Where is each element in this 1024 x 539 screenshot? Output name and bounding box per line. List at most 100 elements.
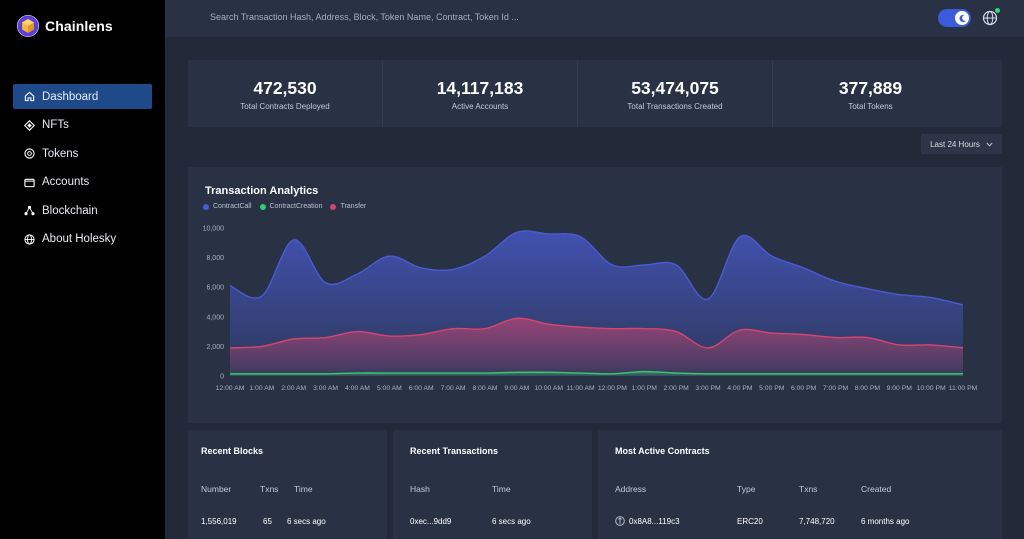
x-tick-label: 11:00 AM xyxy=(566,385,595,392)
x-tick-label: 9:00 PM xyxy=(887,385,913,392)
stat-value: 472,530 xyxy=(253,78,317,98)
stat-total-transactions: 53,474,075 Total Transactions Created xyxy=(578,60,773,127)
legend-marker xyxy=(330,203,337,210)
sidebar-item-blockchain[interactable]: Blockchain xyxy=(13,198,152,223)
network-icon xyxy=(23,205,35,217)
period-select[interactable]: Last 24 Hours xyxy=(921,134,1002,154)
column-header-txns: Txns xyxy=(799,484,818,494)
block-number-link[interactable]: 1,556,019 xyxy=(201,517,237,526)
network-selector-button[interactable] xyxy=(982,8,1000,26)
x-tick-label: 5:00 AM xyxy=(377,385,402,392)
app-logo[interactable]: Chainlens xyxy=(17,15,113,37)
column-header-time: Time xyxy=(492,484,511,494)
stat-label: Total Tokens xyxy=(848,102,893,111)
sidebar-item-about-holesky[interactable]: About Holesky xyxy=(13,227,152,252)
x-tick-label: 12:00 PM xyxy=(598,385,627,392)
y-tick-label: 4,000 xyxy=(206,314,224,321)
legend-label: Transfer xyxy=(340,203,367,210)
column-header-address: Address xyxy=(615,484,647,494)
sidebar-item-label: Accounts xyxy=(42,176,90,188)
period-label: Last 24 Hours xyxy=(930,139,980,149)
x-tick-label: 3:00 PM xyxy=(695,385,721,392)
nft-icon xyxy=(23,119,35,131)
sidebar-item-dashboard[interactable]: Dashboard xyxy=(13,84,152,109)
search-input[interactable] xyxy=(210,12,710,22)
sidebar: Chainlens Dashboard NFTs Tokens Accounts xyxy=(0,0,165,539)
x-tick-label: 7:00 AM xyxy=(441,385,466,392)
x-tick-label: 9:00 AM xyxy=(504,385,529,392)
column-header-txns: Txns xyxy=(260,484,279,494)
sidebar-item-label: Blockchain xyxy=(42,204,98,217)
chainlens-logo-icon xyxy=(17,15,39,37)
stat-active-accounts: 14,117,183 Active Accounts xyxy=(383,60,578,127)
legend-item-contractcall[interactable]: ContractCall xyxy=(203,203,252,210)
stat-label: Total Contracts Deployed xyxy=(240,102,330,111)
stat-total-contracts: 472,530 Total Contracts Deployed xyxy=(188,60,383,127)
series-contractcreation-line[interactable] xyxy=(229,370,963,375)
sidebar-item-label: Dashboard xyxy=(42,90,99,103)
most-active-contracts-card: Most Active Contracts Address Type Txns … xyxy=(598,430,1002,539)
contract-type: ERC20 xyxy=(737,517,763,526)
x-tick-label: 1:00 PM xyxy=(632,385,658,392)
wallet-icon xyxy=(23,176,35,188)
contract-created: 6 months ago xyxy=(861,517,910,526)
app-name: Chainlens xyxy=(45,18,113,34)
stat-total-tokens: 377,889 Total Tokens xyxy=(773,60,968,127)
column-header-created: Created xyxy=(861,484,892,494)
stat-label: Active Accounts xyxy=(451,102,509,111)
contract-icon xyxy=(615,516,625,526)
sidebar-item-label: Tokens xyxy=(42,147,79,160)
block-time: 6 secs ago xyxy=(287,517,326,526)
y-tick-label: 8,000 xyxy=(206,255,224,262)
sidebar-nav: Dashboard NFTs Tokens Accounts Blockchai… xyxy=(13,84,152,255)
transaction-analytics-chart: 0 2,000 4,000 6,000 8,000 10,000 12:00 AM 1:00 … xyxy=(203,226,978,393)
transaction-analytics-card: 0 2,000 4,000 6,000 8,000 10,000 12:00 AM 1:00 … xyxy=(188,167,1002,423)
x-tick-label: 2:00 PM xyxy=(664,385,690,392)
stat-value: 53,474,075 xyxy=(631,78,719,98)
sidebar-item-nfts[interactable]: NFTs xyxy=(13,113,152,138)
legend-label: ContractCall xyxy=(213,203,252,210)
legend-label: ContractCreation xyxy=(269,203,323,210)
series-transfer-line[interactable] xyxy=(229,317,964,349)
x-tick-label: 12:00 AM xyxy=(216,385,245,392)
stat-value: 377,889 xyxy=(838,78,903,98)
x-tick-label: 4:00 AM xyxy=(345,385,370,392)
legend-marker xyxy=(259,203,266,210)
sidebar-item-label: About Holesky xyxy=(42,233,117,245)
contract-txns: 7,748,720 xyxy=(799,517,835,526)
column-header-time: Time xyxy=(294,484,313,494)
x-tick-label: 7:00 PM xyxy=(823,385,849,392)
contract-address-link[interactable]: 0x8A8...119c3 xyxy=(615,516,680,526)
x-tick-label: 6:00 AM xyxy=(409,385,434,392)
block-txns: 65 xyxy=(263,517,272,526)
stats-panel: 472,530 Total Contracts Deployed 14,117,… xyxy=(188,60,1002,127)
legend-item-transfer[interactable]: Transfer xyxy=(330,203,366,210)
x-tick-label: 2:00 AM xyxy=(281,385,306,392)
sidebar-item-tokens[interactable]: Tokens xyxy=(13,141,152,166)
card-title: Recent Blocks xyxy=(201,446,264,456)
chevron-down-icon xyxy=(986,142,993,147)
x-tick-label: 8:00 AM xyxy=(472,385,497,392)
globe-icon xyxy=(982,10,998,26)
theme-toggle[interactable] xyxy=(938,9,971,27)
column-header-number: Number xyxy=(201,484,232,494)
stat-value: 14,117,183 xyxy=(436,78,524,98)
recent-blocks-card: Recent Blocks Number Txns Time 1,556,019… xyxy=(188,430,387,539)
token-icon xyxy=(23,148,35,160)
card-title: Most Active Contracts xyxy=(615,446,710,456)
top-bar xyxy=(165,0,1024,37)
series-contractcall-line[interactable] xyxy=(229,230,964,306)
chart-title: Transaction Analytics xyxy=(205,185,319,197)
sidebar-item-accounts[interactable]: Accounts xyxy=(13,170,152,195)
x-tick-label: 6:00 PM xyxy=(791,385,817,392)
transaction-hash-link[interactable]: 0xec...9dd9 xyxy=(410,517,452,526)
legend-item-contractcreation[interactable]: ContractCreation xyxy=(259,203,323,210)
x-tick-label: 8:00 PM xyxy=(855,385,881,392)
x-tick-label: 10:00 AM xyxy=(534,385,563,392)
y-tick-label: 10,000 xyxy=(203,226,225,233)
recent-transactions-card: Recent Transactions Hash Time 0xec...9dd… xyxy=(393,430,592,539)
y-tick-label: 0 xyxy=(220,374,224,381)
x-tick-label: 5:00 PM xyxy=(759,385,785,392)
x-tick-label: 1:00 AM xyxy=(249,385,274,392)
moon-icon xyxy=(955,11,969,25)
